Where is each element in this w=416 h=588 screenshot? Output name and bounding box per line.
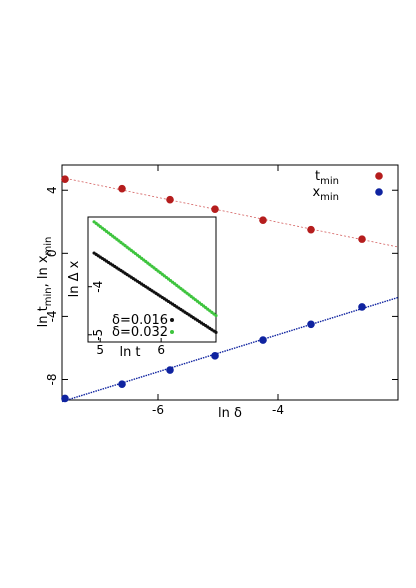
legend-t-marker	[375, 172, 383, 180]
series-0-point	[358, 235, 366, 243]
inset-y-axis-label: ln Δ x	[67, 260, 82, 297]
main-y-tick-label: 4	[45, 186, 59, 194]
inset-ticks: 5 6 -4 -5	[88, 281, 165, 357]
main-x-axis-label: ln δ	[218, 406, 242, 421]
inset-legend-label-0: δ=0.016	[112, 313, 168, 328]
series-0-point	[307, 225, 315, 234]
fit-line-1	[61, 296, 399, 403]
legend-t-label: tmin	[315, 169, 339, 187]
main-fit-lines	[61, 177, 399, 403]
inset-x-axis-label: ln t	[119, 345, 140, 360]
series-1-point	[118, 380, 126, 389]
series-0-point	[118, 184, 126, 193]
fit-line-0	[61, 177, 399, 248]
main-y-tick-label: -8	[45, 374, 59, 386]
inset-plot-frame	[87, 216, 217, 343]
inset-y-tick-label: -4	[91, 281, 105, 293]
main-plot-frame	[61, 164, 399, 401]
inset-legend-marker-0	[170, 318, 174, 322]
inset-legend: δ=0.016 δ=0.032	[112, 313, 174, 340]
main-points	[61, 175, 366, 403]
inset-x-tick-label: 6	[157, 343, 165, 357]
series-0-point	[259, 216, 267, 225]
series-1-point	[211, 352, 219, 360]
main-x-tick-label: -4	[272, 403, 284, 417]
main-legend: tmin xmin	[312, 169, 383, 203]
inset-y-tick-label: -5	[91, 329, 105, 341]
series-1-point	[259, 336, 267, 344]
series-1-point	[307, 320, 315, 329]
inset-x-tick-label: 5	[96, 343, 104, 357]
main-y-axis-label: ln tmin, ln xmin	[36, 237, 54, 328]
legend-x-label: xmin	[312, 185, 339, 203]
series-0-point	[61, 175, 69, 183]
inset-legend-label-1: δ=0.032	[112, 325, 168, 340]
inset-legend-marker-1	[170, 330, 174, 334]
inset-points	[92, 220, 218, 334]
series-1-point	[61, 394, 69, 403]
series-1-point	[358, 303, 366, 311]
series-1-point	[166, 366, 174, 374]
main-y-tick-label: 0	[45, 250, 59, 258]
series-0-point	[166, 195, 174, 204]
legend-x-marker	[375, 188, 383, 196]
series-0-point	[211, 205, 219, 213]
inset-series-1-point	[214, 313, 218, 318]
inset-series-0-point	[214, 330, 218, 334]
main-ticks: -6 -4 4 0 -4 -8	[45, 165, 398, 417]
main-x-tick-label: -6	[152, 403, 164, 417]
main-y-tick-label: -4	[45, 310, 59, 322]
